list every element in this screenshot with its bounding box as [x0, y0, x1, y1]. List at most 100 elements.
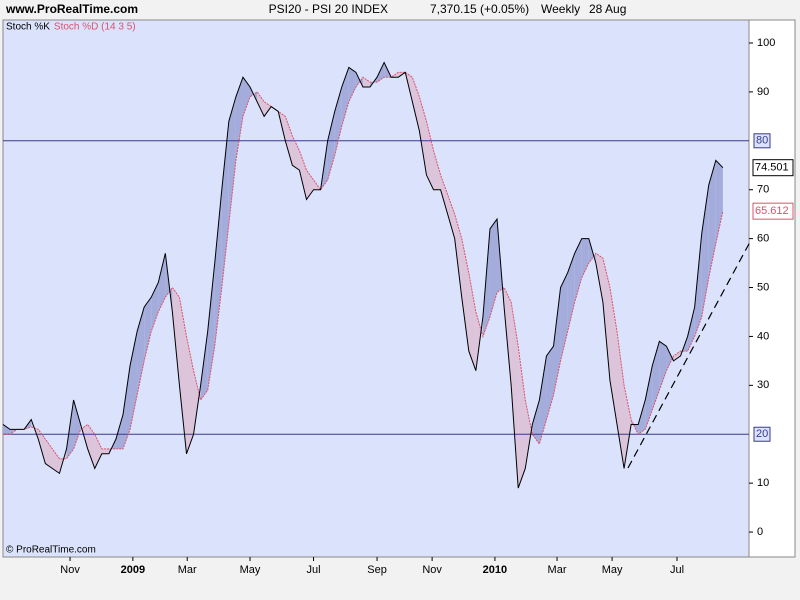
plot-area — [2, 19, 750, 558]
y-tick-label: 50 — [757, 281, 769, 293]
fill-band — [122, 365, 131, 449]
fill-band — [151, 282, 159, 332]
fill-band — [38, 429, 46, 464]
fill-band — [574, 238, 582, 303]
fill-band — [214, 189, 222, 347]
fill-band — [334, 87, 342, 156]
fill-band — [546, 346, 554, 420]
fill-band — [137, 307, 145, 396]
last-value-label: 65.612 — [755, 205, 789, 217]
x-tick-label: Nov — [60, 564, 80, 576]
legend-entry: Stoch %K — [6, 22, 50, 33]
fill-band — [73, 400, 81, 449]
fill-band — [447, 194, 455, 239]
fill-band — [94, 434, 102, 469]
fill-band — [659, 341, 667, 391]
fill-band — [172, 287, 180, 386]
y-tick-label: 0 — [757, 526, 763, 538]
fill-band — [518, 346, 526, 489]
fill-band — [468, 272, 476, 371]
x-tick-label: 2009 — [121, 564, 145, 576]
fill-band — [687, 307, 695, 352]
fill-band — [306, 170, 314, 200]
fill-band — [553, 287, 561, 396]
fill-band — [440, 175, 448, 215]
fill-band — [186, 336, 194, 454]
footer: © ProRealTime.com — [6, 545, 96, 556]
y-tick-label: 40 — [757, 330, 769, 342]
reference-label-box — [753, 133, 771, 149]
y-tick-label: 70 — [757, 184, 769, 196]
x-tick-label: Nov — [422, 564, 442, 576]
fill-band — [362, 77, 371, 88]
fill-band — [158, 253, 166, 312]
fill-band — [313, 179, 321, 190]
fill-band — [235, 77, 243, 161]
x-tick-label: Sep — [367, 564, 387, 576]
fill-band — [257, 91, 265, 117]
x-tick-label: May — [240, 564, 261, 576]
fill-band — [292, 135, 300, 171]
last-value-box — [752, 202, 794, 220]
fill-band — [539, 355, 547, 445]
reference-label: 20 — [756, 428, 768, 440]
reference-label: 80 — [756, 135, 768, 147]
period: Weekly — [541, 2, 580, 16]
x-tick-label: May — [602, 564, 623, 576]
fill-band — [412, 77, 420, 132]
fill-band — [144, 297, 152, 361]
last-value-label: 74.501 — [755, 162, 789, 174]
fill-band — [560, 272, 568, 361]
y-tick-label: 10 — [757, 477, 769, 489]
date: 28 Aug — [589, 2, 626, 16]
fill-band — [567, 253, 575, 332]
x-tick-label: Mar — [178, 564, 197, 576]
fill-band — [694, 233, 702, 337]
fill-band — [299, 150, 307, 200]
series-line — [2, 61, 724, 489]
x-tick-label: Jul — [307, 564, 321, 576]
fill-band — [87, 424, 95, 469]
site: www.ProRealTime.com — [5, 2, 138, 16]
series-line — [3, 71, 724, 460]
fill-band — [489, 219, 498, 317]
fill-band — [532, 400, 540, 445]
fill-band — [433, 150, 441, 190]
quote: 7,370.15 (+0.05%) — [430, 2, 529, 16]
fill-band — [715, 160, 723, 244]
legend-entry: Stoch %D (14 3 5) — [54, 22, 136, 33]
fill-band — [638, 400, 646, 435]
fill-band — [701, 184, 709, 317]
y-tick-label: 60 — [757, 233, 769, 245]
y-tick-label: 30 — [757, 379, 769, 391]
x-tick-label: 2010 — [483, 564, 507, 576]
y-tick-label: 90 — [757, 86, 769, 98]
fill-band — [602, 258, 610, 381]
fill-band — [327, 111, 335, 180]
fill-band — [130, 331, 138, 430]
fill-band — [45, 439, 53, 469]
fill-band — [264, 101, 272, 117]
reference-label-box — [753, 426, 771, 442]
x-tick-label: Jul — [670, 564, 684, 576]
fill-band — [242, 77, 251, 117]
fill-band — [645, 365, 653, 430]
y-tick-label: 100 — [757, 37, 775, 49]
fill-band — [101, 448, 109, 454]
fill-band — [221, 121, 229, 288]
fill-band — [52, 448, 60, 474]
fill-band — [207, 263, 215, 391]
fill-band — [511, 302, 519, 489]
trend-line — [627, 241, 751, 469]
fill-band — [454, 214, 462, 298]
fill-band — [652, 341, 660, 410]
fill-band — [673, 351, 681, 361]
fill-band — [115, 414, 123, 449]
fill-band — [581, 238, 589, 278]
fill-band — [179, 297, 187, 454]
fill-band — [426, 121, 434, 190]
fill-band — [666, 346, 674, 371]
fill-band — [228, 96, 236, 224]
